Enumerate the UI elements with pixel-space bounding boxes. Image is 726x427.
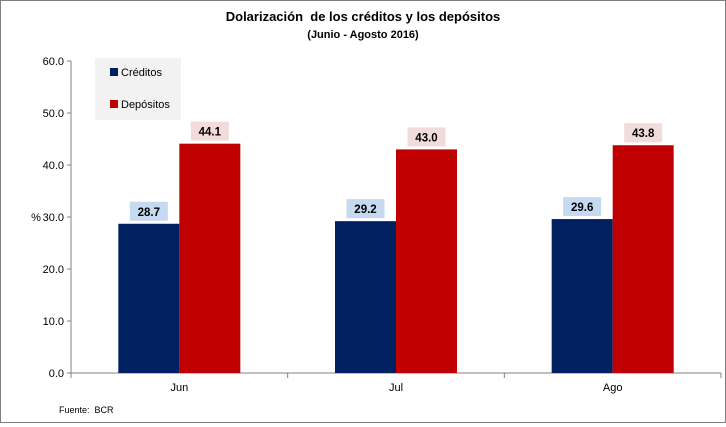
legend-swatch (110, 68, 118, 76)
data-label: 28.7 (138, 207, 160, 219)
data-label-box (346, 199, 385, 219)
legend: Créditos Depósitos (95, 58, 181, 120)
data-label-box (624, 123, 663, 143)
legend-box (95, 58, 181, 120)
y-tick-label: 10.0 (43, 316, 64, 328)
bar (612, 145, 674, 373)
bar (396, 149, 457, 373)
bar (118, 223, 180, 373)
source-note: Fuente: BCR (59, 405, 114, 415)
data-label: 44.1 (199, 127, 222, 139)
legend-label: Depósitos (121, 99, 170, 111)
bar (551, 219, 613, 373)
chart-title: Dolarización de los créditos y los depós… (226, 9, 501, 24)
y-tick-label: 60.0 (43, 56, 64, 68)
y-tick-label: 0.0 (49, 368, 64, 380)
bar (179, 143, 241, 373)
chart-subtitle: (Junio - Agosto 2016) (307, 29, 419, 41)
data-label-box (190, 121, 229, 141)
y-tick-label: 50.0 (43, 108, 64, 120)
data-label: 29.2 (354, 204, 376, 216)
legend-swatch (110, 100, 118, 108)
y-tick-label: 40.0 (43, 160, 64, 172)
y-axis-label: % (31, 212, 41, 224)
legend-label: Créditos (121, 67, 162, 79)
data-label-box (129, 201, 168, 221)
data-label-box (407, 127, 446, 147)
bars: 28.7 29.2 29.6 44.1 43.0 43.8 (118, 121, 674, 373)
data-label-box (563, 197, 602, 217)
x-tick-label: Jun (170, 382, 188, 394)
y-tick-label: 30.0 (43, 212, 64, 224)
x-tick-label: Ago (603, 382, 623, 394)
y-tick-label: 20.0 (43, 264, 64, 276)
bar (335, 221, 396, 373)
data-label: 43.0 (415, 132, 437, 144)
data-label: 29.6 (571, 202, 593, 214)
data-label: 43.8 (632, 128, 655, 140)
x-tick-label: Jul (389, 382, 403, 394)
